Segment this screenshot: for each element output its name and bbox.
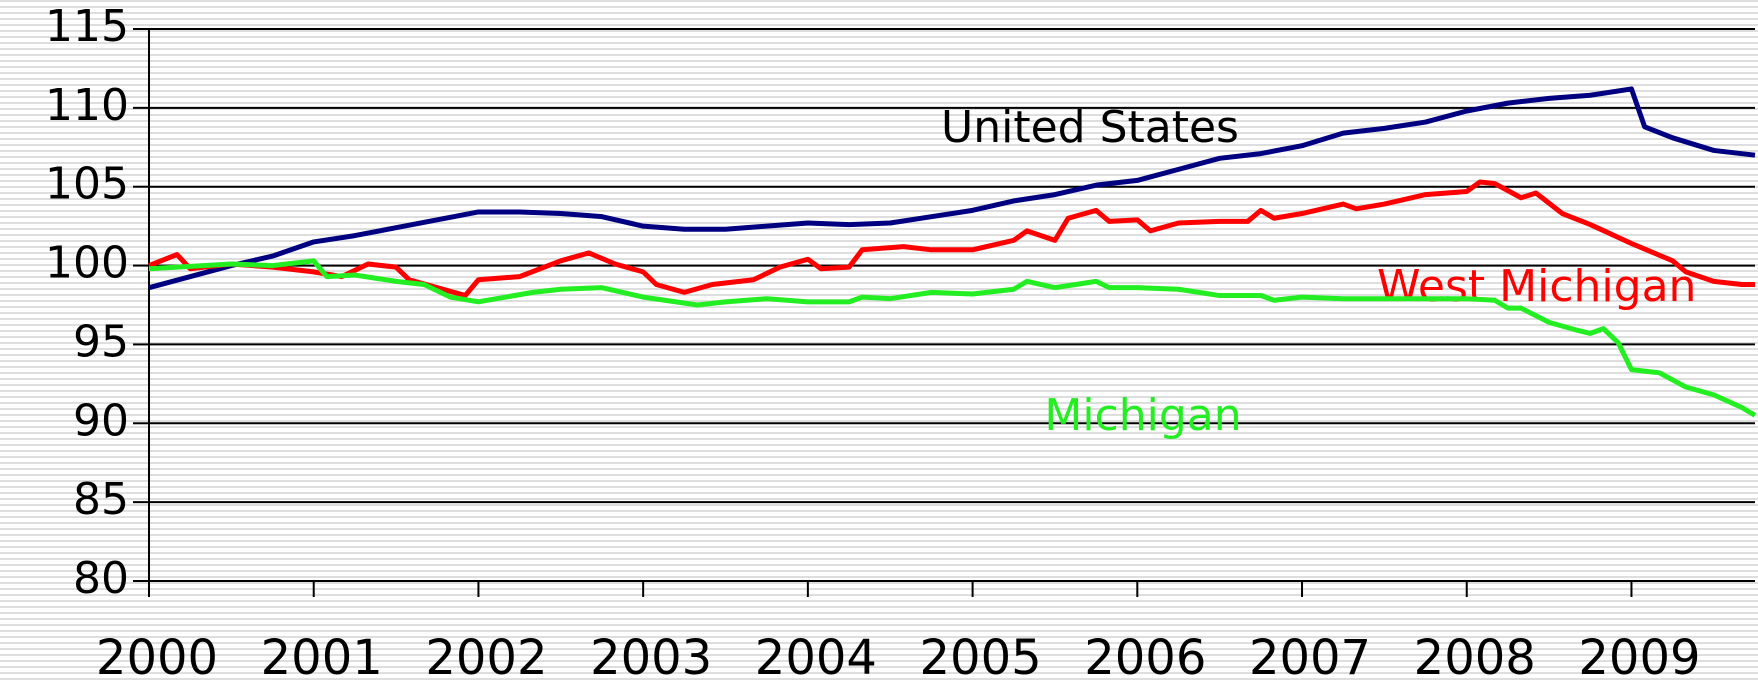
x-tick-label: 2009 — [1578, 630, 1700, 683]
y-tick-label: 100 — [45, 238, 129, 289]
series-line — [148, 86, 1756, 291]
y-tick-label: 115 — [45, 1, 129, 52]
x-tick-label: 2001 — [261, 630, 383, 683]
y-tick-label: 85 — [73, 474, 129, 525]
series-label: West Michigan — [1377, 261, 1696, 312]
series-line — [148, 258, 1757, 418]
y-tick-label: 105 — [45, 159, 129, 210]
series-line — [148, 179, 1755, 299]
y-tick-label: 80 — [73, 553, 129, 604]
x-tick-label: 2002 — [425, 630, 547, 683]
x-tick-label: 2005 — [920, 630, 1042, 683]
y-tick-label: 95 — [73, 316, 129, 367]
y-tick-label: 90 — [73, 395, 129, 446]
x-tick-label: 2008 — [1414, 630, 1536, 683]
y-tick-label: 110 — [45, 80, 129, 131]
x-tick-label: 2003 — [590, 630, 712, 683]
series-label: United States — [941, 102, 1239, 153]
series-label: Michigan — [1044, 390, 1241, 441]
x-tick-label: 2007 — [1249, 630, 1371, 683]
x-tick-label: 2006 — [1084, 630, 1206, 683]
x-tick-label: 2004 — [755, 630, 877, 683]
x-tick-label: 2000 — [96, 630, 218, 683]
